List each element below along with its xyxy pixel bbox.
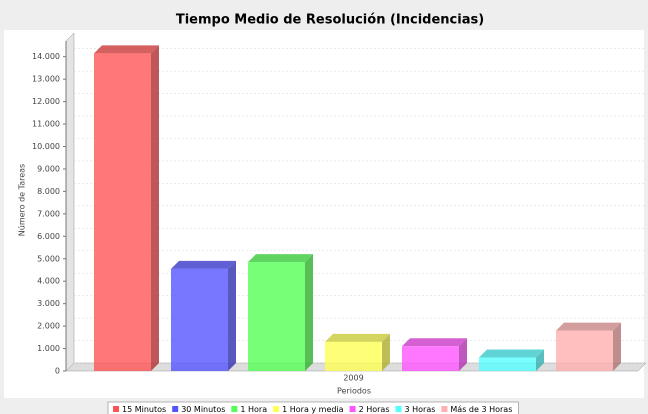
bar-side	[151, 45, 159, 372]
bar	[556, 330, 613, 371]
bar	[402, 346, 459, 371]
y-tick-label: 3.000	[37, 299, 60, 308]
bar-top	[248, 254, 313, 263]
y-tick-label: 6.000	[37, 232, 60, 241]
legend-label: Más de 3 Horas	[450, 405, 512, 414]
bar-top	[94, 45, 159, 54]
bar-top	[171, 260, 236, 269]
chart-title: Tiempo Medio de Resolución (Incidencias)	[176, 13, 484, 28]
bar-side	[382, 333, 390, 371]
y-tick-label: 4.000	[37, 277, 60, 286]
y-axis-label: Número de Tareas	[18, 164, 27, 236]
legend-label: 3 Horas	[405, 405, 436, 414]
legend	[107, 401, 519, 414]
legend-swatch	[113, 406, 119, 412]
bar-side	[536, 349, 544, 371]
bar-top	[402, 338, 467, 347]
legend-swatch	[441, 406, 448, 412]
bar-side	[613, 322, 621, 371]
bar-side	[459, 338, 467, 371]
y-tick-label: 12.000	[32, 97, 60, 106]
y-tick-label: 10.000	[32, 142, 60, 151]
left-wall	[65, 32, 75, 372]
y-tick-label: 14.000	[32, 52, 60, 61]
x-axis-label: Periodos	[337, 387, 371, 396]
legend-label: 30 Minutos	[181, 405, 225, 414]
y-tick-label: 2.000	[37, 322, 60, 331]
legend-label: 1 Hora	[240, 405, 267, 414]
legend-label: 1 Hora y media	[282, 405, 344, 414]
y-tick-label: 9.000	[37, 164, 60, 173]
bar	[171, 268, 228, 371]
legend-label: 2 Horas	[359, 405, 390, 414]
legend-swatch	[395, 406, 402, 412]
y-tick-label: 8.000	[37, 187, 60, 196]
bar-side	[305, 254, 313, 371]
bar-top	[479, 349, 544, 358]
bar-top	[556, 322, 621, 331]
legend-label: 15 Minutos	[122, 405, 166, 414]
x-tick-label: 2009	[343, 374, 363, 383]
y-tick-label: 0	[55, 367, 60, 376]
y-tick-label: 5.000	[37, 254, 60, 263]
legend-swatch	[231, 406, 238, 412]
y-tick-label: 11.000	[32, 120, 60, 129]
bar-side	[228, 260, 236, 371]
bar	[248, 262, 305, 371]
legend-swatch	[172, 406, 179, 412]
bar	[94, 53, 151, 372]
bar	[325, 341, 382, 371]
y-tick-label: 7.000	[37, 209, 60, 218]
bar-top	[325, 333, 390, 342]
y-tick-label: 13.000	[32, 75, 60, 84]
bar	[479, 357, 536, 371]
y-tick-label: 1.000	[37, 344, 60, 353]
legend-swatch	[349, 406, 356, 412]
legend-swatch	[273, 406, 280, 412]
